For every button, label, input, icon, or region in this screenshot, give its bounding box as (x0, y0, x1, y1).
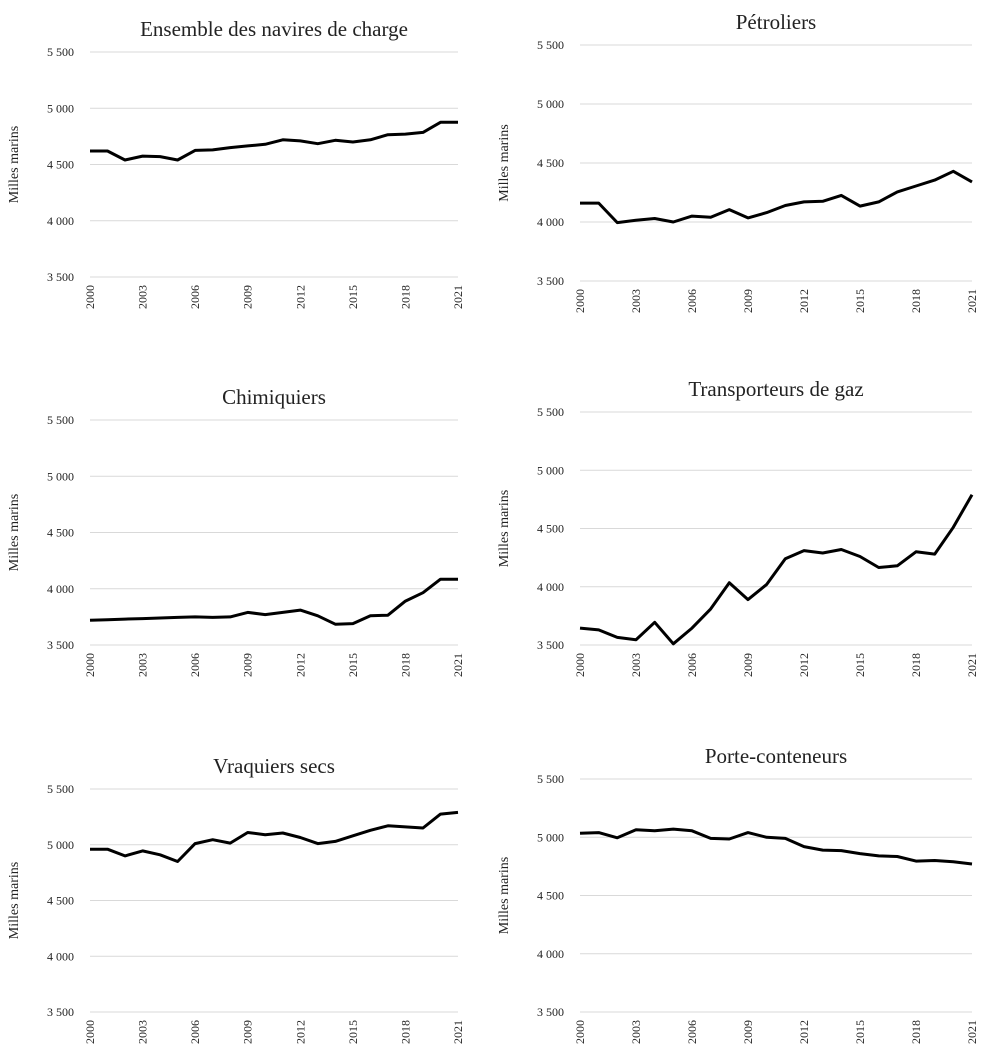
y-tick-label: 4 000 (537, 947, 564, 961)
x-tick-label: 2009 (241, 285, 255, 309)
y-tick-label: 4 500 (537, 889, 564, 903)
x-tick-label: 2003 (136, 285, 150, 309)
y-tick-label: 3 500 (47, 638, 74, 652)
chart-title: Chimiquiers (222, 385, 326, 409)
y-tick-label: 4 500 (537, 522, 564, 536)
y-tick-label: 5 000 (537, 463, 564, 477)
chart-title: Ensemble des navires de charge (140, 17, 408, 41)
chart-title: Transporteurs de gaz (688, 377, 863, 401)
y-axis-title: Milles marins (7, 494, 22, 571)
y-tick-label: 5 500 (47, 45, 74, 59)
x-tick-label: 2018 (398, 1020, 412, 1044)
y-tick-label: 5 500 (47, 413, 74, 427)
y-tick-label: 4 000 (537, 580, 564, 594)
x-tick-label: 2009 (741, 1020, 755, 1044)
x-tick-label: 2006 (188, 285, 202, 309)
x-tick-label: 2015 (346, 653, 360, 677)
x-tick-label: 2015 (853, 1020, 867, 1044)
y-tick-label: 3 500 (47, 270, 74, 284)
x-tick-label: 2012 (293, 285, 307, 309)
x-tick-label: 2000 (83, 653, 97, 677)
y-tick-label: 5 500 (537, 38, 564, 52)
y-axis-title: Milles marins (7, 862, 22, 939)
x-tick-label: 2018 (398, 653, 412, 677)
x-tick-label: 2003 (136, 1020, 150, 1044)
y-tick-label: 4 500 (47, 526, 74, 540)
y-tick-label: 3 500 (537, 274, 564, 288)
x-tick-label: 2021 (965, 289, 979, 313)
y-tick-label: 3 500 (537, 638, 564, 652)
data-line (579, 493, 974, 646)
y-axis-title: Milles marins (497, 857, 512, 934)
x-tick-label: 2003 (629, 653, 643, 677)
y-tick-label: 4 500 (537, 156, 564, 170)
x-tick-label: 2009 (741, 289, 755, 313)
x-tick-label: 2012 (797, 653, 811, 677)
y-tick-label: 5 500 (537, 772, 564, 786)
x-tick-label: 2012 (293, 653, 307, 677)
y-axis-title: Milles marins (7, 126, 22, 203)
data-line (89, 577, 458, 626)
x-tick-label: 2003 (629, 289, 643, 313)
x-tick-label: 2018 (909, 1020, 923, 1044)
x-tick-label: 2021 (451, 285, 465, 309)
x-tick-label: 2018 (398, 285, 412, 309)
x-tick-label: 2015 (853, 289, 867, 313)
y-tick-label: 3 500 (537, 1005, 564, 1019)
y-tick-label: 5 000 (47, 101, 74, 115)
x-tick-label: 2012 (293, 1020, 307, 1044)
y-axis-title: Milles marins (497, 124, 512, 201)
data-line (580, 169, 973, 225)
y-tick-label: 4 000 (47, 582, 74, 596)
x-tick-label: 2009 (241, 653, 255, 677)
data-line (579, 827, 973, 866)
y-tick-label: 5 500 (537, 405, 564, 419)
x-tick-label: 2000 (573, 289, 587, 313)
data-line (90, 120, 458, 162)
x-tick-label: 2021 (965, 1020, 979, 1044)
chart-title: Vraquiers secs (213, 754, 335, 778)
x-tick-label: 2000 (573, 1020, 587, 1044)
x-tick-label: 2015 (346, 1020, 360, 1044)
y-tick-label: 4 500 (47, 158, 74, 172)
x-tick-label: 2009 (741, 653, 755, 677)
x-tick-label: 2000 (83, 1020, 97, 1044)
chart-title: Porte-conteneurs (705, 744, 847, 768)
x-tick-label: 2000 (573, 653, 587, 677)
y-tick-label: 4 000 (47, 214, 74, 228)
y-tick-label: 5 000 (537, 830, 564, 844)
y-tick-label: 3 500 (47, 1005, 74, 1019)
y-tick-label: 5 000 (537, 97, 564, 111)
x-tick-label: 2018 (909, 653, 923, 677)
x-tick-label: 2006 (685, 653, 699, 677)
x-tick-label: 2006 (685, 1020, 699, 1044)
x-tick-label: 2015 (346, 285, 360, 309)
x-tick-label: 2018 (909, 289, 923, 313)
x-tick-label: 2021 (451, 1020, 465, 1044)
y-tick-label: 5 500 (47, 782, 74, 796)
x-tick-label: 2000 (83, 285, 97, 309)
x-tick-label: 2021 (451, 653, 465, 677)
x-tick-label: 2006 (188, 653, 202, 677)
x-tick-label: 2006 (685, 289, 699, 313)
x-tick-label: 2012 (797, 1020, 811, 1044)
x-tick-label: 2015 (853, 653, 867, 677)
x-tick-label: 2012 (797, 289, 811, 313)
data-line (90, 810, 459, 863)
y-tick-label: 5 000 (47, 469, 74, 483)
chart-title: Pétroliers (736, 10, 816, 34)
x-tick-label: 2006 (188, 1020, 202, 1044)
y-tick-label: 4 500 (47, 894, 74, 908)
y-tick-label: 4 000 (47, 949, 74, 963)
x-tick-label: 2003 (136, 653, 150, 677)
x-tick-label: 2009 (241, 1020, 255, 1044)
y-tick-label: 5 000 (47, 838, 74, 852)
y-axis-title: Milles marins (497, 490, 512, 567)
x-tick-label: 2021 (965, 653, 979, 677)
x-tick-label: 2003 (629, 1020, 643, 1044)
y-tick-label: 4 000 (537, 215, 564, 229)
